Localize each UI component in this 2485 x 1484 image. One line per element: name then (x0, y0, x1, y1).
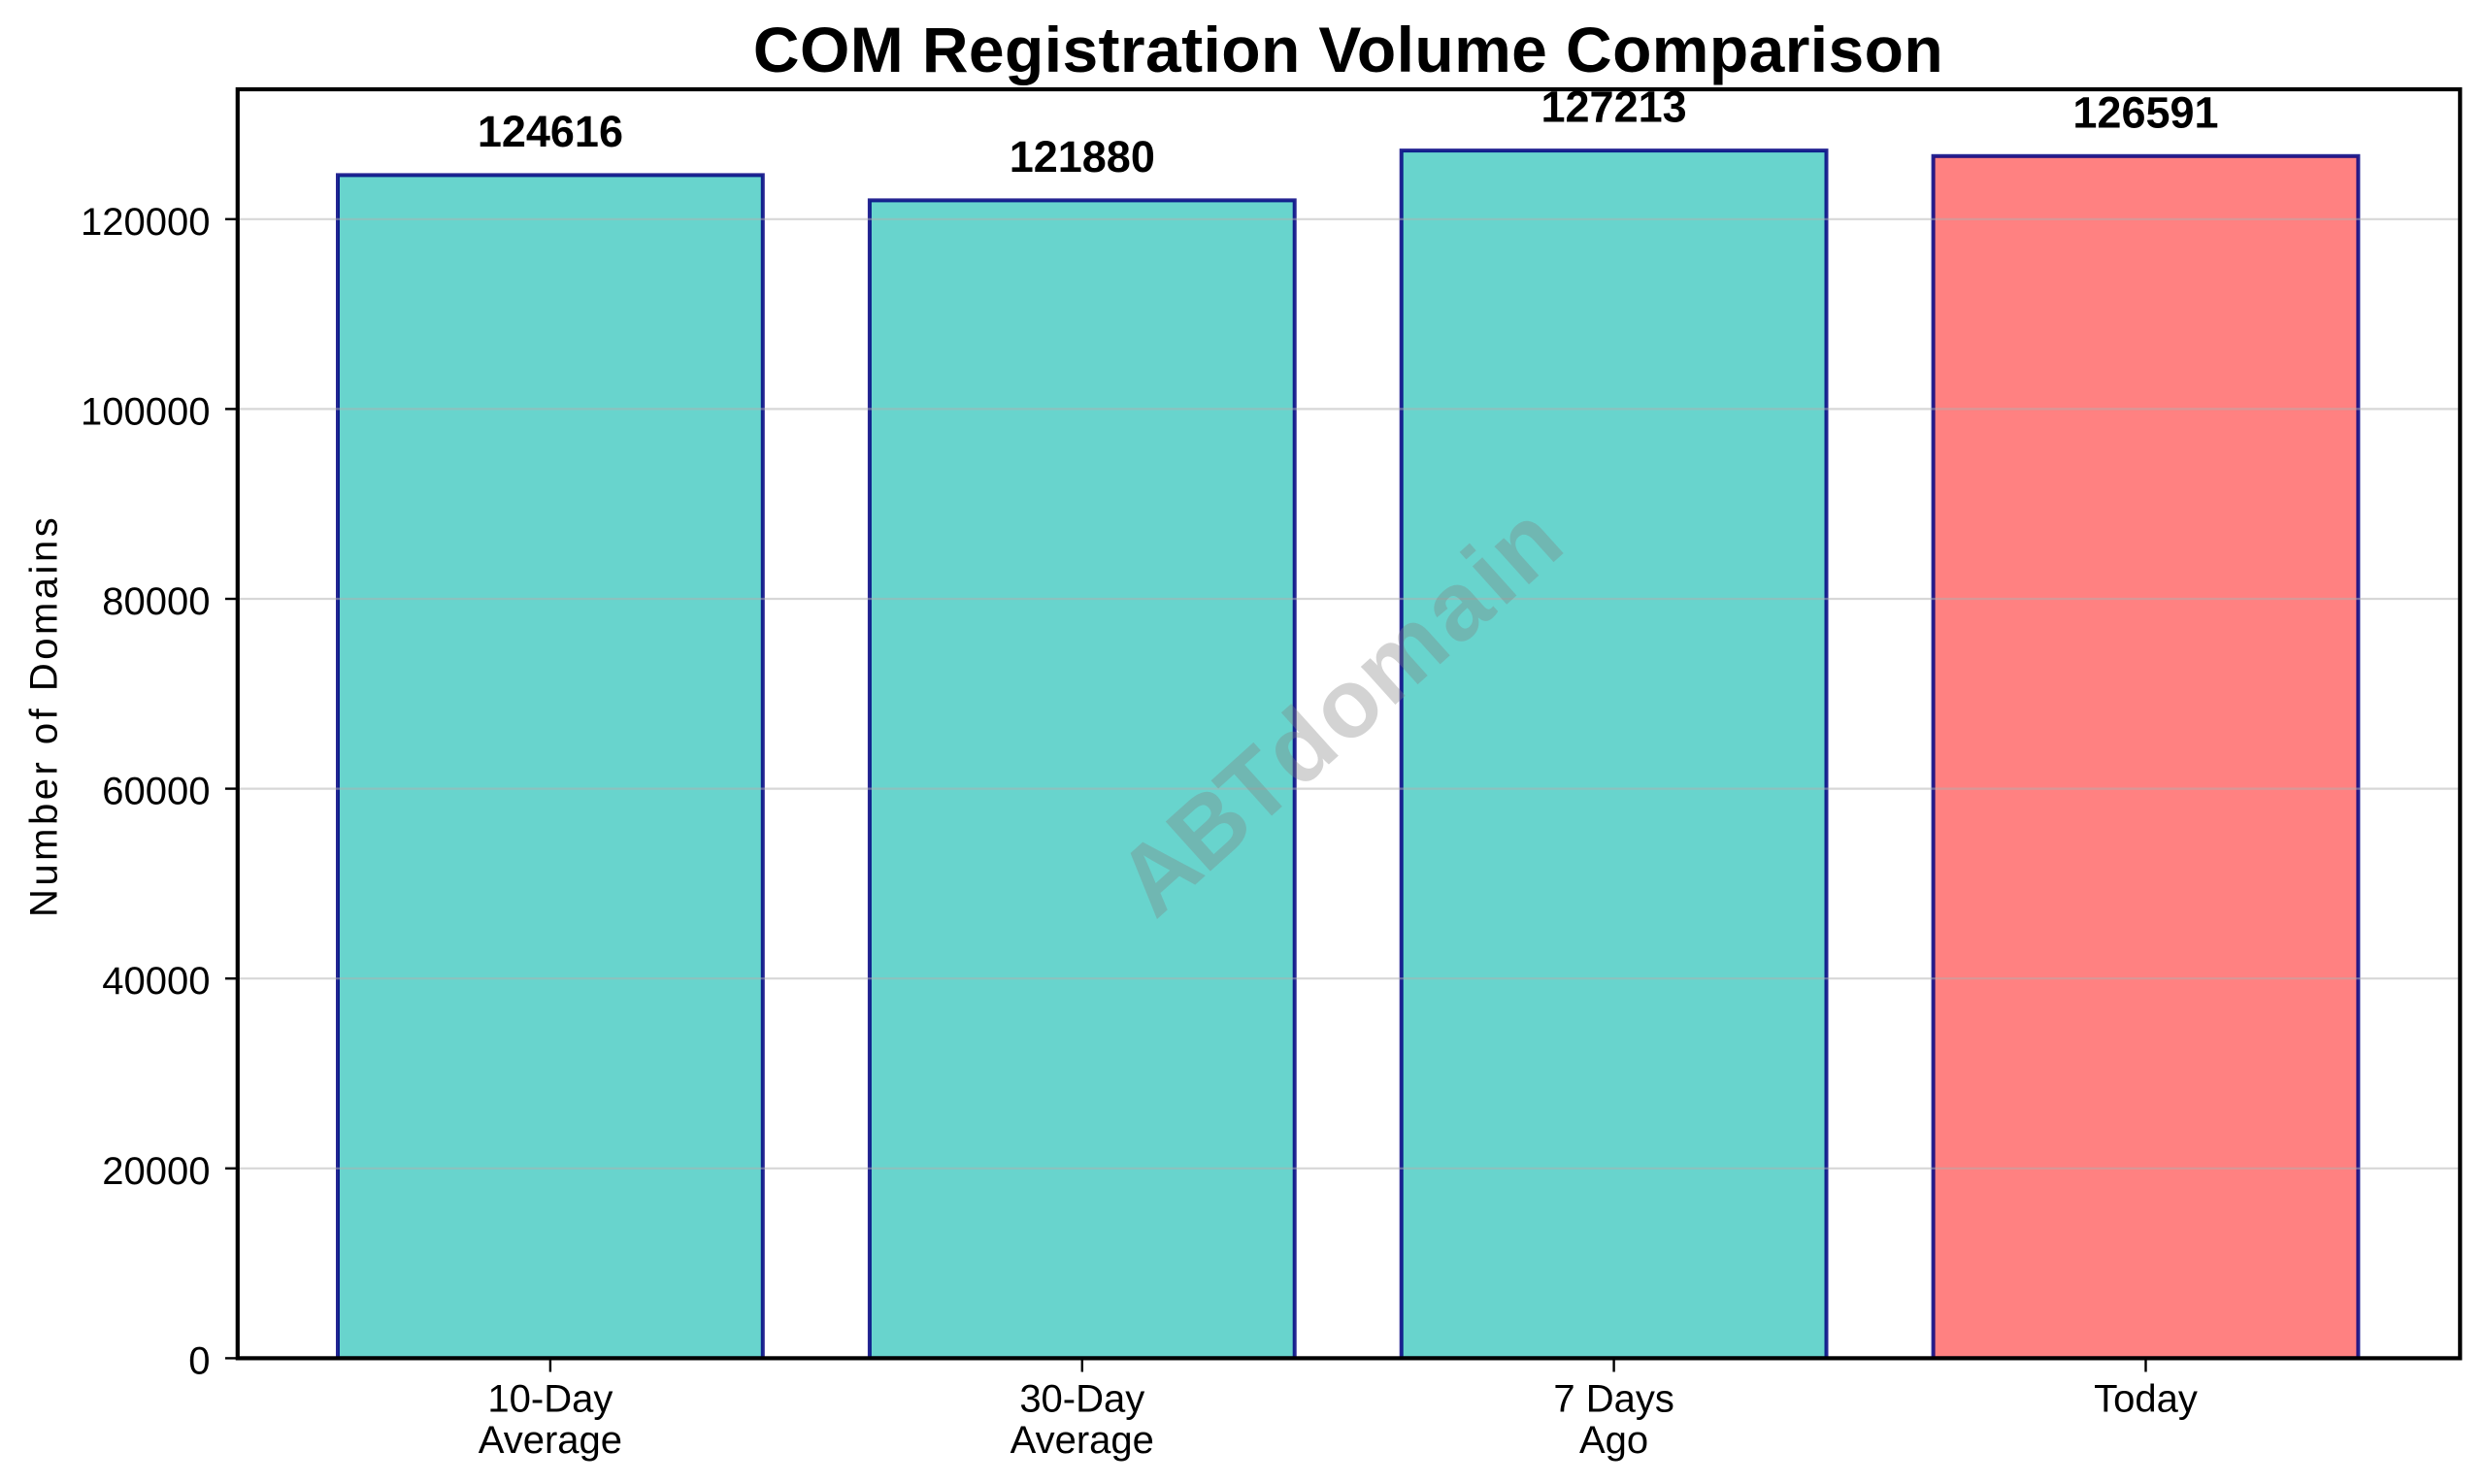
svg-text:60000: 60000 (102, 771, 210, 813)
svg-text:7 Days: 7 Days (1553, 1378, 1674, 1421)
svg-text:20000: 20000 (102, 1150, 210, 1193)
svg-text:126591: 126591 (2072, 87, 2218, 137)
svg-text:Number of Domains: Number of Domains (23, 514, 66, 917)
svg-text:Average: Average (479, 1419, 622, 1462)
svg-text:Ago: Ago (1579, 1419, 1648, 1462)
svg-text:120000: 120000 (81, 201, 210, 244)
svg-text:100000: 100000 (81, 390, 210, 433)
svg-text:40000: 40000 (102, 960, 210, 1003)
svg-text:124616: 124616 (478, 107, 623, 156)
svg-text:Average: Average (1011, 1419, 1154, 1462)
svg-text:Today: Today (2094, 1378, 2198, 1421)
svg-text:10-Day: 10-Day (487, 1378, 613, 1421)
svg-text:127213: 127213 (1541, 82, 1687, 132)
svg-text:80000: 80000 (102, 580, 210, 623)
svg-text:30-Day: 30-Day (1019, 1378, 1144, 1421)
svg-text:0: 0 (188, 1339, 210, 1382)
svg-text:COM Registration Volume Compar: COM Registration Volume Comparison (753, 14, 1943, 85)
svg-text:121880: 121880 (1010, 132, 1155, 181)
